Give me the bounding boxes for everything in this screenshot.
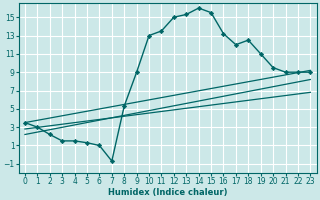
X-axis label: Humidex (Indice chaleur): Humidex (Indice chaleur) bbox=[108, 188, 228, 197]
